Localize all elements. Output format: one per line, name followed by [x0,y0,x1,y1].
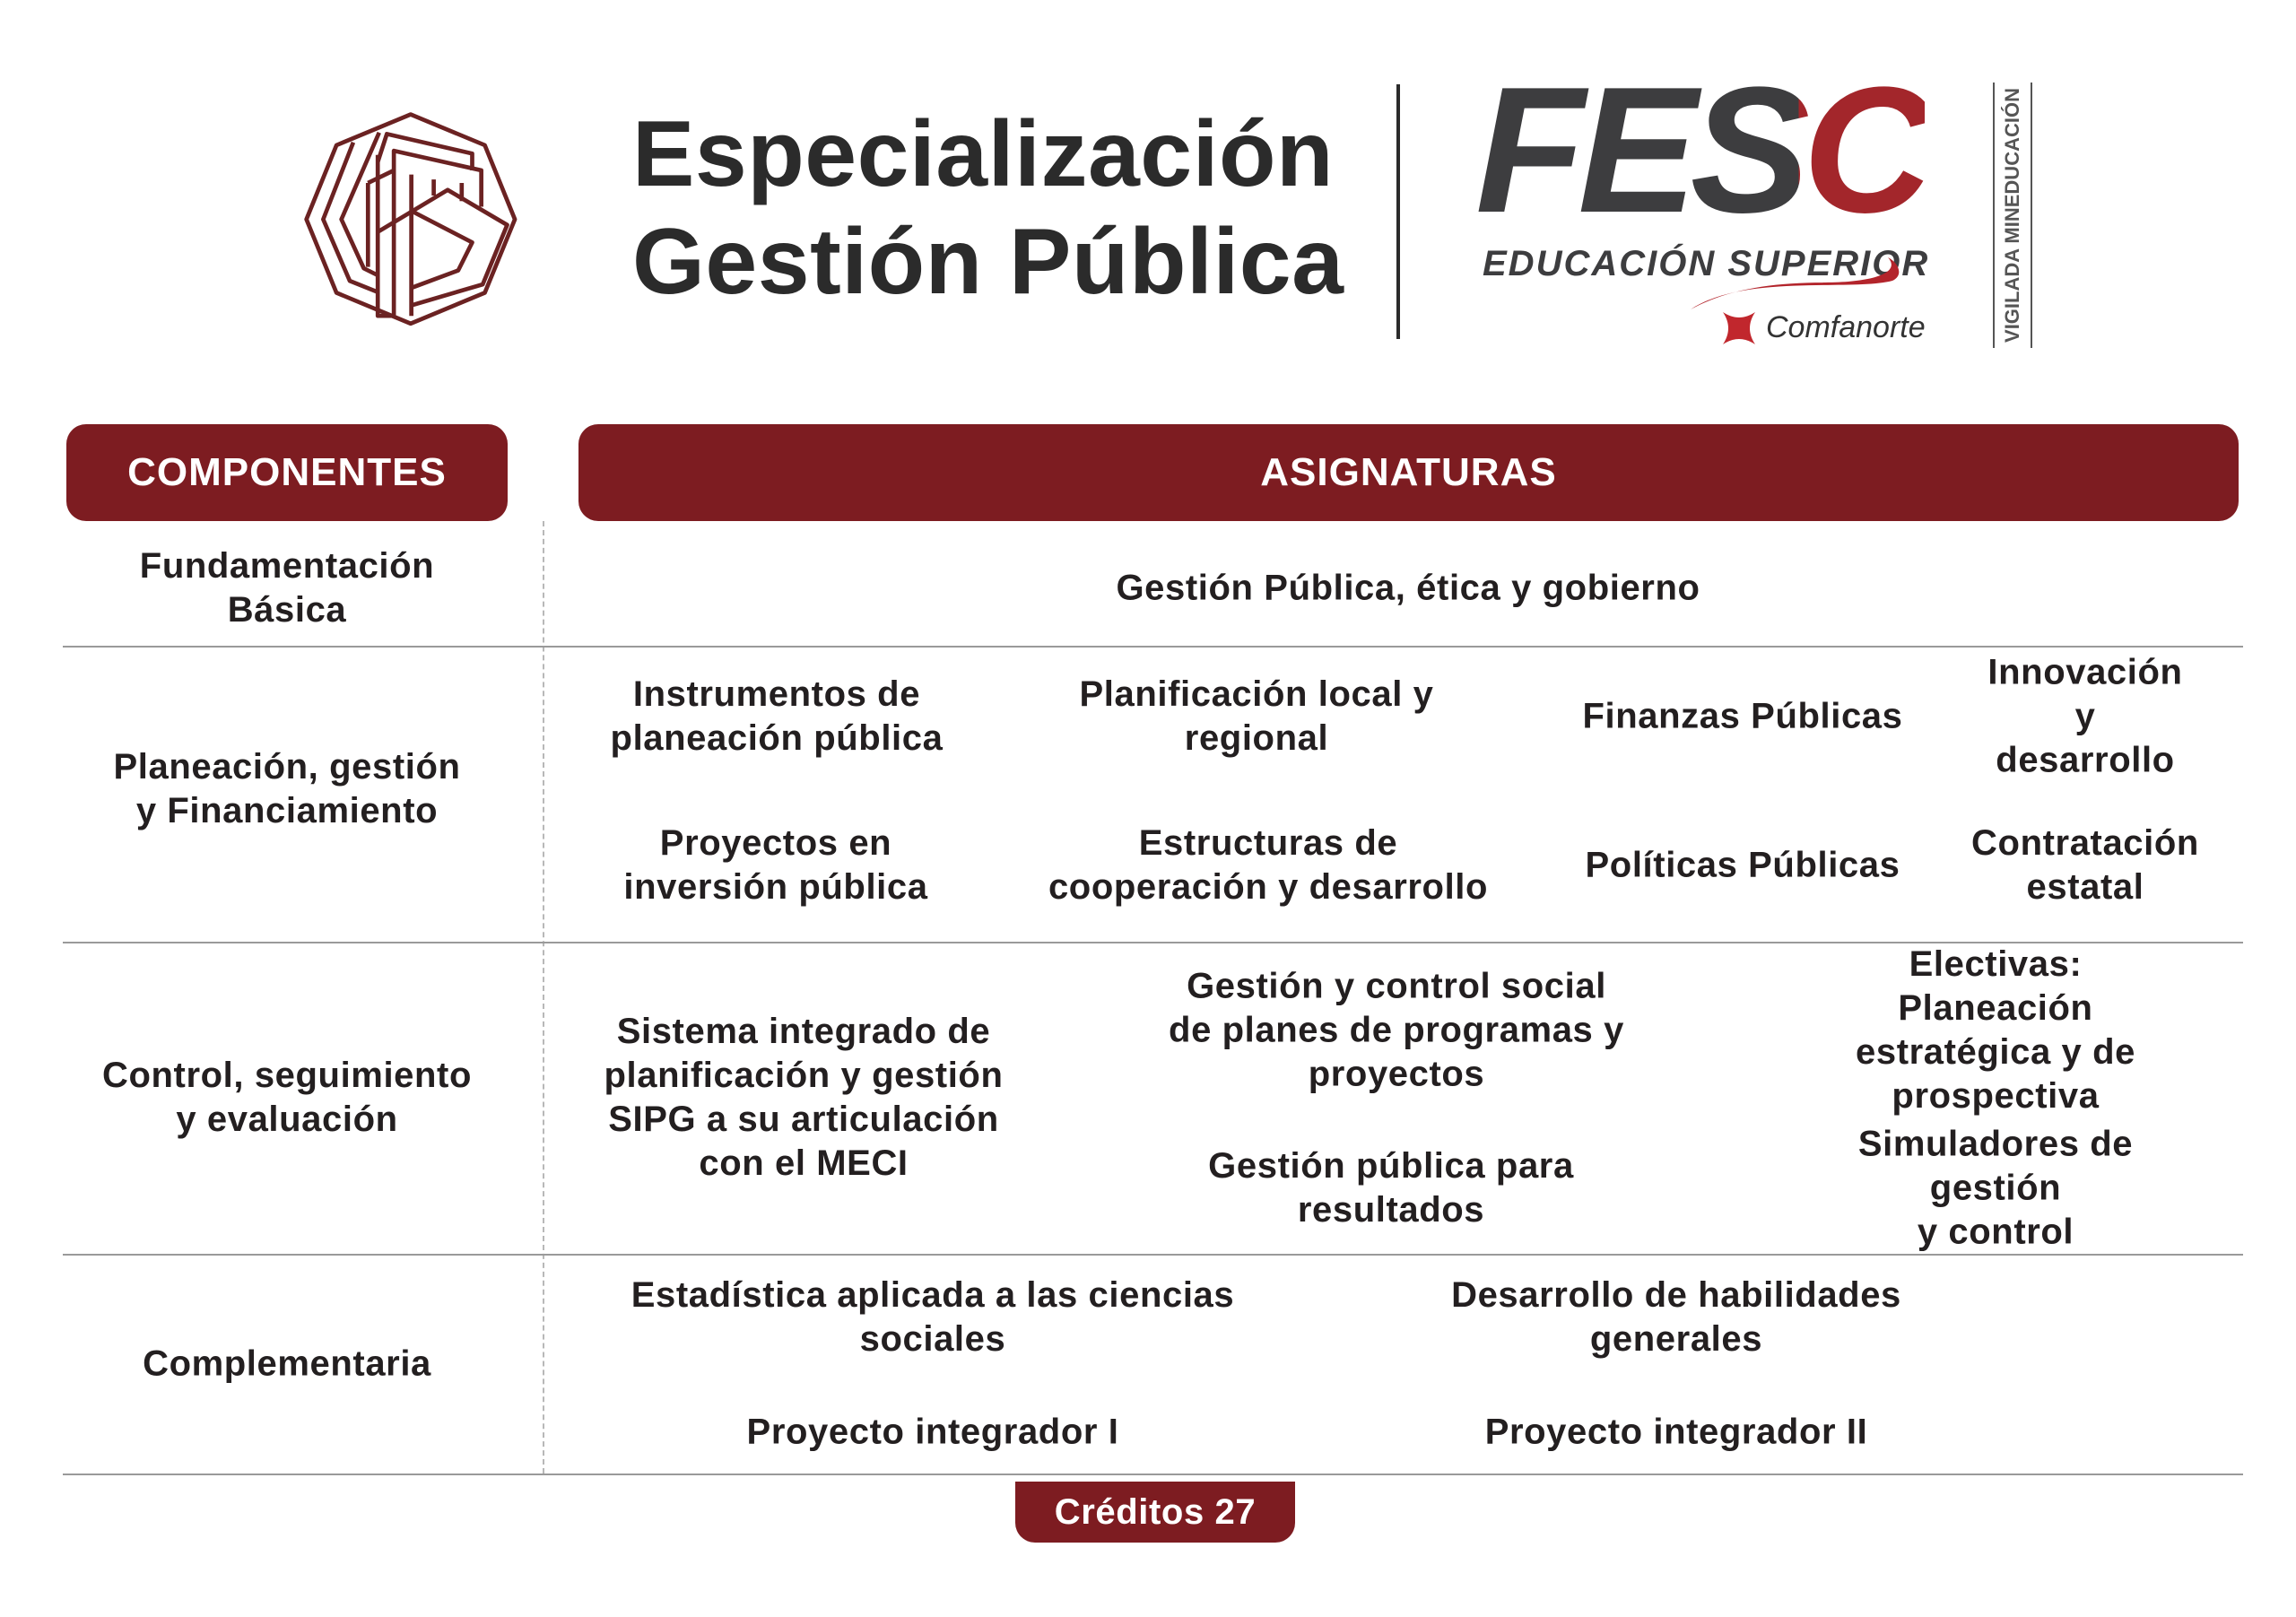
subject: Contratación estatal [1971,823,2199,907]
component-label: Complementaria [143,1343,431,1384]
vigilada-text: VIGILADA MINEDUCACIÓN [1993,83,2032,348]
subject: Innovación y desarrollo [1987,652,2183,780]
subject: Electivas: Planeación estratégica y de p… [1856,944,2135,1116]
subject: Planificación local y regional [1079,674,1434,758]
row-divider [63,1474,2243,1475]
subject: Proyectos en inversión pública [623,823,928,907]
program-title-line2: Gestión Pública [632,210,1344,314]
fesc-wordmark: FESC [1475,72,1926,229]
subject: Finanzas Públicas [1582,696,1903,736]
component-label: Fundamentación Básica [139,546,435,630]
program-title-line1: Especialización [632,102,1335,206]
subject: Desarrollo de habilidades generales [1451,1275,1901,1359]
subject: Gestión Pública, ética y gobierno [1116,568,1700,608]
subject: Políticas Públicas [1585,845,1900,885]
components-header: COMPONENTES [66,424,508,521]
fesc-subtitle: EDUCACIÓN SUPERIOR [1483,244,1930,283]
subject: Proyecto integrador II [1484,1412,1868,1452]
comfanorte-star-icon [1723,312,1755,344]
fesc-logo: FESC EDUCACIÓN SUPERIOR Comfanorte [1475,72,1942,359]
subject: Proyecto integrador I [746,1412,1119,1452]
subject: Instrumentos de planeación pública [610,674,944,758]
credits-badge: Créditos 27 [1015,1482,1295,1543]
subject: Estadística aplicada a las ciencias soci… [631,1275,1235,1359]
component-label: Planeación, gestión y Financiamiento [113,747,461,830]
row-divider [63,1254,2243,1256]
subject: Gestión y control social de planes de pr… [1169,966,1624,1094]
column-divider [543,521,544,1474]
swoosh-icon [1691,257,1900,309]
row-divider [63,942,2243,943]
subjects-header: ASIGNATURAS [578,424,2239,521]
program-logo-icon [304,112,517,326]
row-divider [63,646,2243,648]
component-label: Control, seguimiento y evaluación [102,1056,472,1139]
subject: Simuladores de gestión y control [1857,1124,2134,1252]
subject: Estructuras de cooperación y desarrollo [1048,823,1489,907]
header-divider [1396,84,1400,339]
subject: Sistema integrado de planificación y ges… [604,1012,1004,1183]
subject: Gestión pública para resultados [1208,1146,1574,1230]
comfanorte-text: Comfanorte [1766,310,1926,344]
